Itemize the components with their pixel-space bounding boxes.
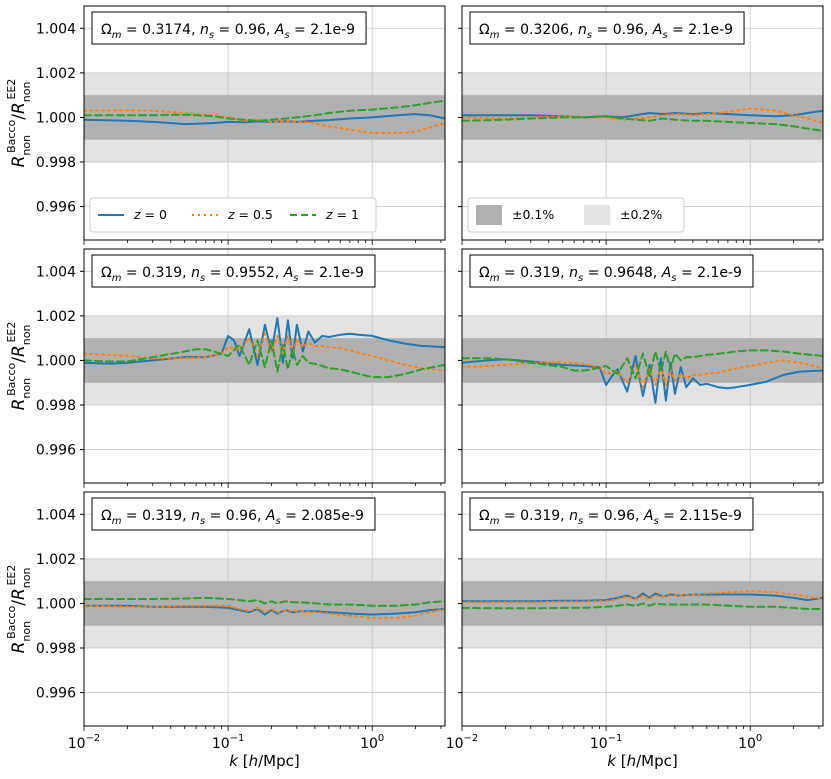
title-frame [91, 497, 376, 531]
y-axis-label: RnonBacco/RnonEE2 [5, 565, 33, 654]
panel-frame [461, 248, 824, 484]
legend-frame [89, 197, 377, 233]
y-tick-label: 0.996 [36, 686, 76, 702]
x-tick-label: 100 [738, 733, 762, 752]
panel-title: Ωm = 0.319, ns = 0.96, As = 2.085e-9 [101, 508, 364, 527]
panel-frame [83, 5, 446, 241]
y-tick-label: 0.998 [36, 398, 76, 414]
panel-title-box: Ωm = 0.319, ns = 0.96, As = 2.115e-9 [469, 497, 754, 531]
legend: z = 0 z = 0.5 z = 1 [89, 197, 377, 233]
panel-6: 10−2 10−1 100 Ωm = 0.319, ns = 0.96, As = 2… [446, 491, 824, 752]
panel-title: Ωm = 0.3206, ns = 0.96, As = 2.1e-9 [479, 22, 733, 41]
series-group [462, 107, 823, 132]
series-line-3 [462, 115, 823, 132]
series-line-2 [84, 109, 445, 134]
y-tick-label: 1.002 [36, 309, 76, 325]
panel-frame [83, 248, 446, 484]
series-line-3 [462, 349, 823, 380]
y-axis-label: RnonBacco/RnonEE2 [5, 322, 33, 411]
series-line-2 [462, 590, 823, 604]
legend-label: ±0.1% [512, 207, 554, 222]
series-line-3 [462, 602, 823, 610]
title-frame [91, 254, 376, 288]
y-axis-label: RnonBacco/RnonEE2 [5, 79, 33, 168]
series-line-2 [462, 359, 823, 389]
series-line-3 [84, 99, 445, 122]
x-tick-label: 10−1 [590, 733, 623, 752]
panel-title-box: Ωm = 0.319, ns = 0.9552, As = 2.1e-9 [91, 254, 376, 288]
panel-2: Ωm = 0.3206, ns = 0.96, As = 2.1e-9 ±0.1%… [458, 5, 824, 245]
legend: ±0.1% ±0.2% [467, 197, 685, 233]
panel-frame [83, 491, 446, 727]
panel-4: Ωm = 0.319, ns = 0.9648, As = 2.1e-9 [458, 248, 824, 488]
x-axis-label: k [h/Mpc] [229, 752, 299, 770]
legend-label: ±0.2% [620, 207, 662, 222]
y-tick-label: 1.000 [36, 110, 76, 126]
x-tick-label: 10−1 [212, 733, 245, 752]
x-axis-label: k [h/Mpc] [607, 752, 677, 770]
series-group [84, 596, 445, 619]
panel-frame [461, 491, 824, 727]
panel-frame [461, 5, 824, 241]
panel-3: 0.996 0.998 1.000 1.002 1.004 Ωm = 0.319, ns … [5, 248, 446, 488]
y-tick-label: 1.000 [36, 596, 76, 612]
series-line-2 [462, 107, 823, 124]
x-tick-label: 10−2 [68, 733, 101, 752]
series-group [462, 349, 823, 404]
y-tick-label: 0.996 [36, 200, 76, 216]
panel-title: Ωm = 0.319, ns = 0.9552, As = 2.1e-9 [101, 265, 364, 284]
title-frame [469, 11, 745, 45]
panel-title-box: Ωm = 0.319, ns = 0.9648, As = 2.1e-9 [469, 254, 754, 288]
series-group [84, 317, 445, 379]
y-tick-label: 1.002 [36, 552, 76, 568]
y-tick-label: 1.000 [36, 353, 76, 369]
x-tick-label: 10−2 [446, 733, 479, 752]
series-group [84, 99, 445, 134]
y-tick-label: 1.002 [36, 66, 76, 82]
y-tick-label: 0.998 [36, 641, 76, 657]
panel-title: Ωm = 0.3174, ns = 0.96, As = 2.1e-9 [101, 22, 355, 41]
panel-1: 0.996 0.998 1.000 1.002 1.004 Ωm = 0.3174, ns… [5, 5, 446, 245]
series-line-3 [84, 339, 445, 379]
y-tick-label: 0.996 [36, 443, 76, 459]
panel-title-box: Ωm = 0.3174, ns = 0.96, As = 2.1e-9 [91, 11, 367, 45]
series-group [462, 590, 823, 610]
y-tick-label: 1.004 [36, 21, 76, 37]
legend-label: z = 0.5 [227, 207, 273, 222]
x-tick-label: 100 [360, 733, 384, 752]
y-tick-label: 1.004 [36, 507, 76, 523]
series-line-1 [462, 109, 823, 119]
title-frame [91, 11, 367, 45]
legend-swatch [584, 205, 610, 225]
title-frame [469, 497, 754, 531]
legend-frame [467, 197, 685, 233]
legend-label: z = 0 [133, 207, 167, 222]
series-line-2 [84, 332, 445, 372]
panel-title-box: Ωm = 0.3206, ns = 0.96, As = 2.1e-9 [469, 11, 745, 45]
series-line-2 [84, 604, 445, 619]
legend-label: z = 1 [325, 207, 359, 222]
y-tick-label: 0.998 [36, 155, 76, 171]
panel-title-box: Ωm = 0.319, ns = 0.96, As = 2.085e-9 [91, 497, 376, 531]
series-line-3 [84, 596, 445, 607]
y-tick-label: 1.004 [36, 264, 76, 280]
panel-5: 0.996 0.998 1.000 1.002 1.004 10−2 10−1 100 Ωm =… [5, 491, 446, 752]
legend-swatch [476, 205, 502, 225]
panel-title: Ωm = 0.319, ns = 0.96, As = 2.115e-9 [479, 508, 742, 527]
panel-title: Ωm = 0.319, ns = 0.9648, As = 2.1e-9 [479, 265, 742, 284]
title-frame [469, 254, 754, 288]
series-line-1 [84, 604, 445, 616]
